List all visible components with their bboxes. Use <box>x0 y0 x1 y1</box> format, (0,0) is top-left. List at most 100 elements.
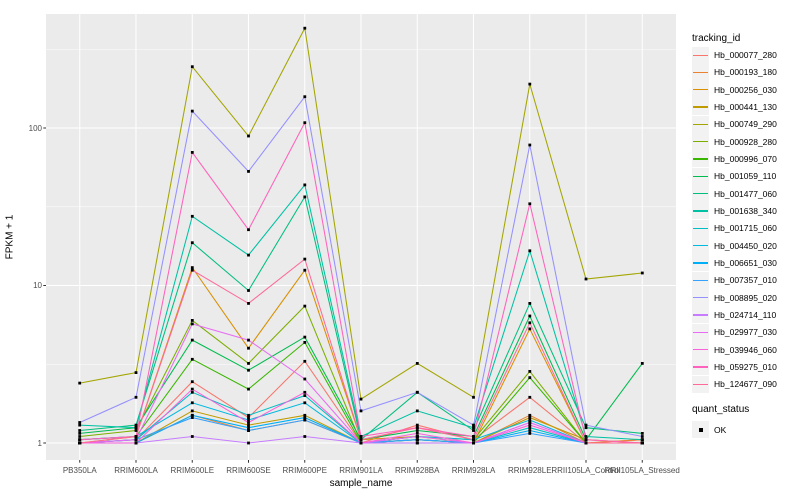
data-point-marker <box>247 426 250 430</box>
data-point-marker <box>134 441 138 445</box>
data-point-marker <box>528 432 532 435</box>
data-point-marker <box>247 429 250 432</box>
data-point-marker <box>134 423 138 427</box>
data-point-marker <box>415 432 419 435</box>
legend-item-label: Hb_059275_010 <box>714 361 777 372</box>
legend-item: Hb_059275_010 <box>692 358 777 376</box>
data-point-marker <box>134 395 138 399</box>
legend-item-label: Hb_039946_060 <box>714 344 777 355</box>
x-tick-label: RRIM928LE <box>507 466 552 475</box>
data-point-marker <box>303 377 307 381</box>
data-point-marker <box>528 429 532 432</box>
data-point-marker <box>134 435 138 438</box>
data-point-marker <box>247 368 250 372</box>
data-point-marker <box>359 435 363 438</box>
data-point-marker <box>584 277 588 281</box>
legend-title-quant-status: quant_status <box>692 404 750 415</box>
data-point-marker <box>190 266 194 269</box>
data-point-marker <box>528 314 532 318</box>
legend-key-line <box>693 227 708 229</box>
data-point-marker <box>190 151 194 154</box>
legend-key-line <box>693 210 708 212</box>
quant-status-item: OK <box>692 421 726 438</box>
data-point-marker <box>415 390 419 394</box>
legend-item-label: Hb_006651_030 <box>714 257 777 268</box>
legend-key <box>692 219 709 237</box>
data-point-marker <box>303 413 307 417</box>
data-point-marker <box>303 257 307 261</box>
x-tick-label: RRII105LA_Stressed <box>604 466 680 475</box>
legend-key <box>692 133 709 151</box>
data-point-marker <box>78 429 82 432</box>
legend-item-label: Hb_004450_020 <box>714 240 777 251</box>
legend-key <box>692 271 709 289</box>
x-tick-label: RRIM600LE <box>170 466 215 475</box>
x-tick-label: RRIM928BA <box>395 466 440 475</box>
x-axis-title: sample_name <box>329 478 393 489</box>
data-point-marker <box>303 26 307 30</box>
data-point-marker <box>190 109 194 113</box>
data-point-marker <box>359 409 363 413</box>
data-point-marker <box>303 335 307 339</box>
legend-item: Hb_000996_070 <box>692 150 777 168</box>
legend-key <box>692 167 709 185</box>
data-point-marker <box>528 143 532 147</box>
legend-item-label: Hb_001715_060 <box>714 223 777 234</box>
legend-item: Hb_001715_060 <box>692 219 777 237</box>
data-point-marker <box>247 423 250 427</box>
x-tick-label: RRIM901LA <box>339 466 383 475</box>
data-point-marker <box>472 441 475 445</box>
legend-item-label: Hb_007357_010 <box>714 275 777 286</box>
legend-key <box>692 202 709 220</box>
data-point-marker <box>528 376 532 379</box>
legend-key-line <box>693 106 708 108</box>
legend-key-line <box>693 245 708 247</box>
legend-key <box>692 237 709 255</box>
data-point-marker <box>415 423 419 427</box>
legend-item: Hb_004450_020 <box>692 237 777 255</box>
legend-item-label: Hb_008895_020 <box>714 292 777 303</box>
data-point-marker <box>247 418 250 422</box>
data-point-marker <box>640 362 644 365</box>
data-point-marker <box>303 341 307 344</box>
data-point-marker <box>78 438 82 442</box>
data-point-marker <box>247 441 250 445</box>
legend-item: Hb_000441_130 <box>692 98 777 116</box>
data-point-marker <box>247 421 250 424</box>
data-point-marker <box>247 170 250 173</box>
legend-key-line <box>693 175 708 177</box>
data-point-marker <box>190 319 194 322</box>
data-point-marker <box>303 95 307 99</box>
data-point-marker <box>528 249 532 253</box>
legend-item: Hb_000077_280 <box>692 46 777 64</box>
data-point-marker <box>640 435 644 438</box>
legend-key-line <box>693 262 708 264</box>
data-point-marker <box>190 390 194 394</box>
legend-key <box>692 185 709 203</box>
data-point-marker <box>303 390 307 394</box>
legend-key-line <box>693 297 708 299</box>
y-tick-label: 100 <box>28 123 42 133</box>
data-point-marker <box>472 426 475 430</box>
data-point-marker <box>247 387 250 391</box>
legend-key <box>692 98 709 116</box>
data-point-marker <box>303 435 307 438</box>
data-point-marker <box>359 438 363 442</box>
legend-key <box>692 421 709 438</box>
legend-key <box>692 46 709 64</box>
data-point-marker <box>190 435 194 438</box>
data-point-marker <box>640 432 644 435</box>
legend-key-line <box>693 89 708 91</box>
data-point-marker <box>303 304 307 308</box>
data-point-marker <box>190 338 194 342</box>
data-point-marker <box>190 268 194 272</box>
data-point-marker <box>247 362 250 365</box>
y-axis-title: FPKM + 1 <box>4 214 16 260</box>
data-point-marker <box>190 214 194 218</box>
data-point-marker <box>78 423 82 427</box>
data-point-marker <box>190 387 194 391</box>
legend-key <box>692 306 709 324</box>
quant-status-label: OK <box>714 424 727 435</box>
legend-key <box>692 375 709 393</box>
